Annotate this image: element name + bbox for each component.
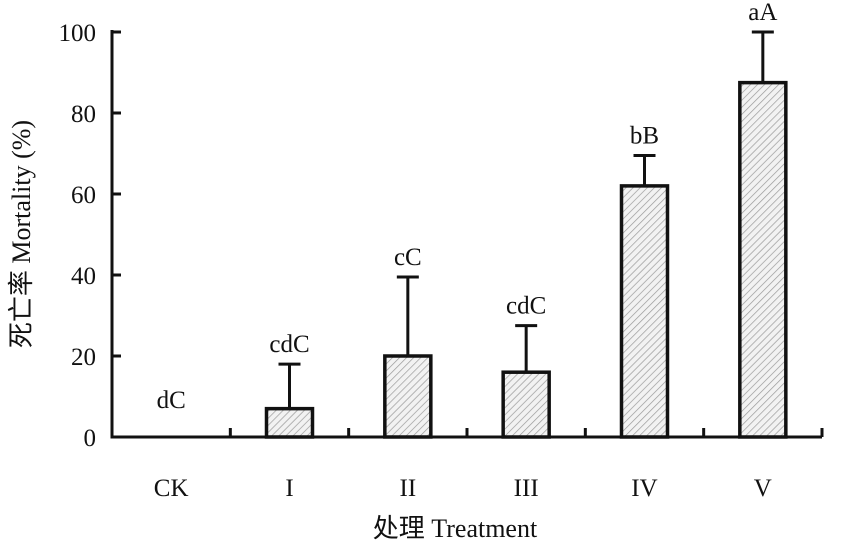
y-axis-label: 死亡率 Mortality (%) [7, 120, 36, 348]
x-tick-label: IV [631, 475, 657, 502]
y-tick-label: 60 [71, 182, 96, 209]
y-tick-label: 20 [71, 344, 96, 371]
y-tick-label: 100 [59, 20, 97, 47]
x-tick-label: V [754, 475, 772, 502]
x-tick-label: I [285, 475, 293, 502]
significance-label: aA [748, 0, 777, 26]
significance-label: bB [630, 123, 659, 150]
y-tick-label: 0 [84, 425, 97, 452]
bar [738, 80, 788, 439]
x-tick-label: III [514, 475, 539, 502]
x-tick-label: II [400, 475, 417, 502]
bar [501, 370, 551, 439]
bar [383, 354, 433, 439]
significance-label: cdC [506, 293, 546, 320]
y-tick-label: 80 [71, 101, 96, 128]
y-tick-label: 40 [71, 263, 96, 290]
x-axis-label: 处理 Treatment [373, 514, 538, 543]
bars: dC cdC cC cdC bB aA [157, 0, 788, 439]
significance-label: cC [394, 244, 422, 271]
significance-label: cdC [269, 331, 309, 358]
bar [264, 406, 315, 439]
x-tick-label: CK [154, 475, 189, 502]
bar [619, 184, 670, 439]
significance-label: dC [157, 387, 186, 414]
